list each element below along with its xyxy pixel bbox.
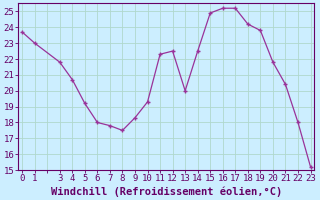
- X-axis label: Windchill (Refroidissement éolien,°C): Windchill (Refroidissement éolien,°C): [51, 186, 282, 197]
